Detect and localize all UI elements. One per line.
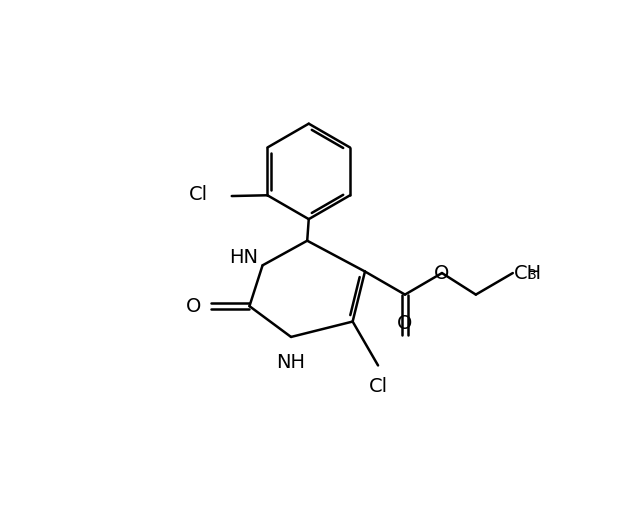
Text: 3: 3 bbox=[528, 268, 537, 282]
Text: Cl: Cl bbox=[369, 377, 388, 396]
Text: HN: HN bbox=[229, 248, 258, 267]
Text: O: O bbox=[435, 263, 450, 282]
Text: Cl: Cl bbox=[189, 185, 208, 204]
Text: O: O bbox=[186, 297, 201, 316]
Text: NH: NH bbox=[276, 353, 305, 372]
Text: O: O bbox=[397, 314, 413, 333]
Text: CH: CH bbox=[515, 263, 543, 282]
